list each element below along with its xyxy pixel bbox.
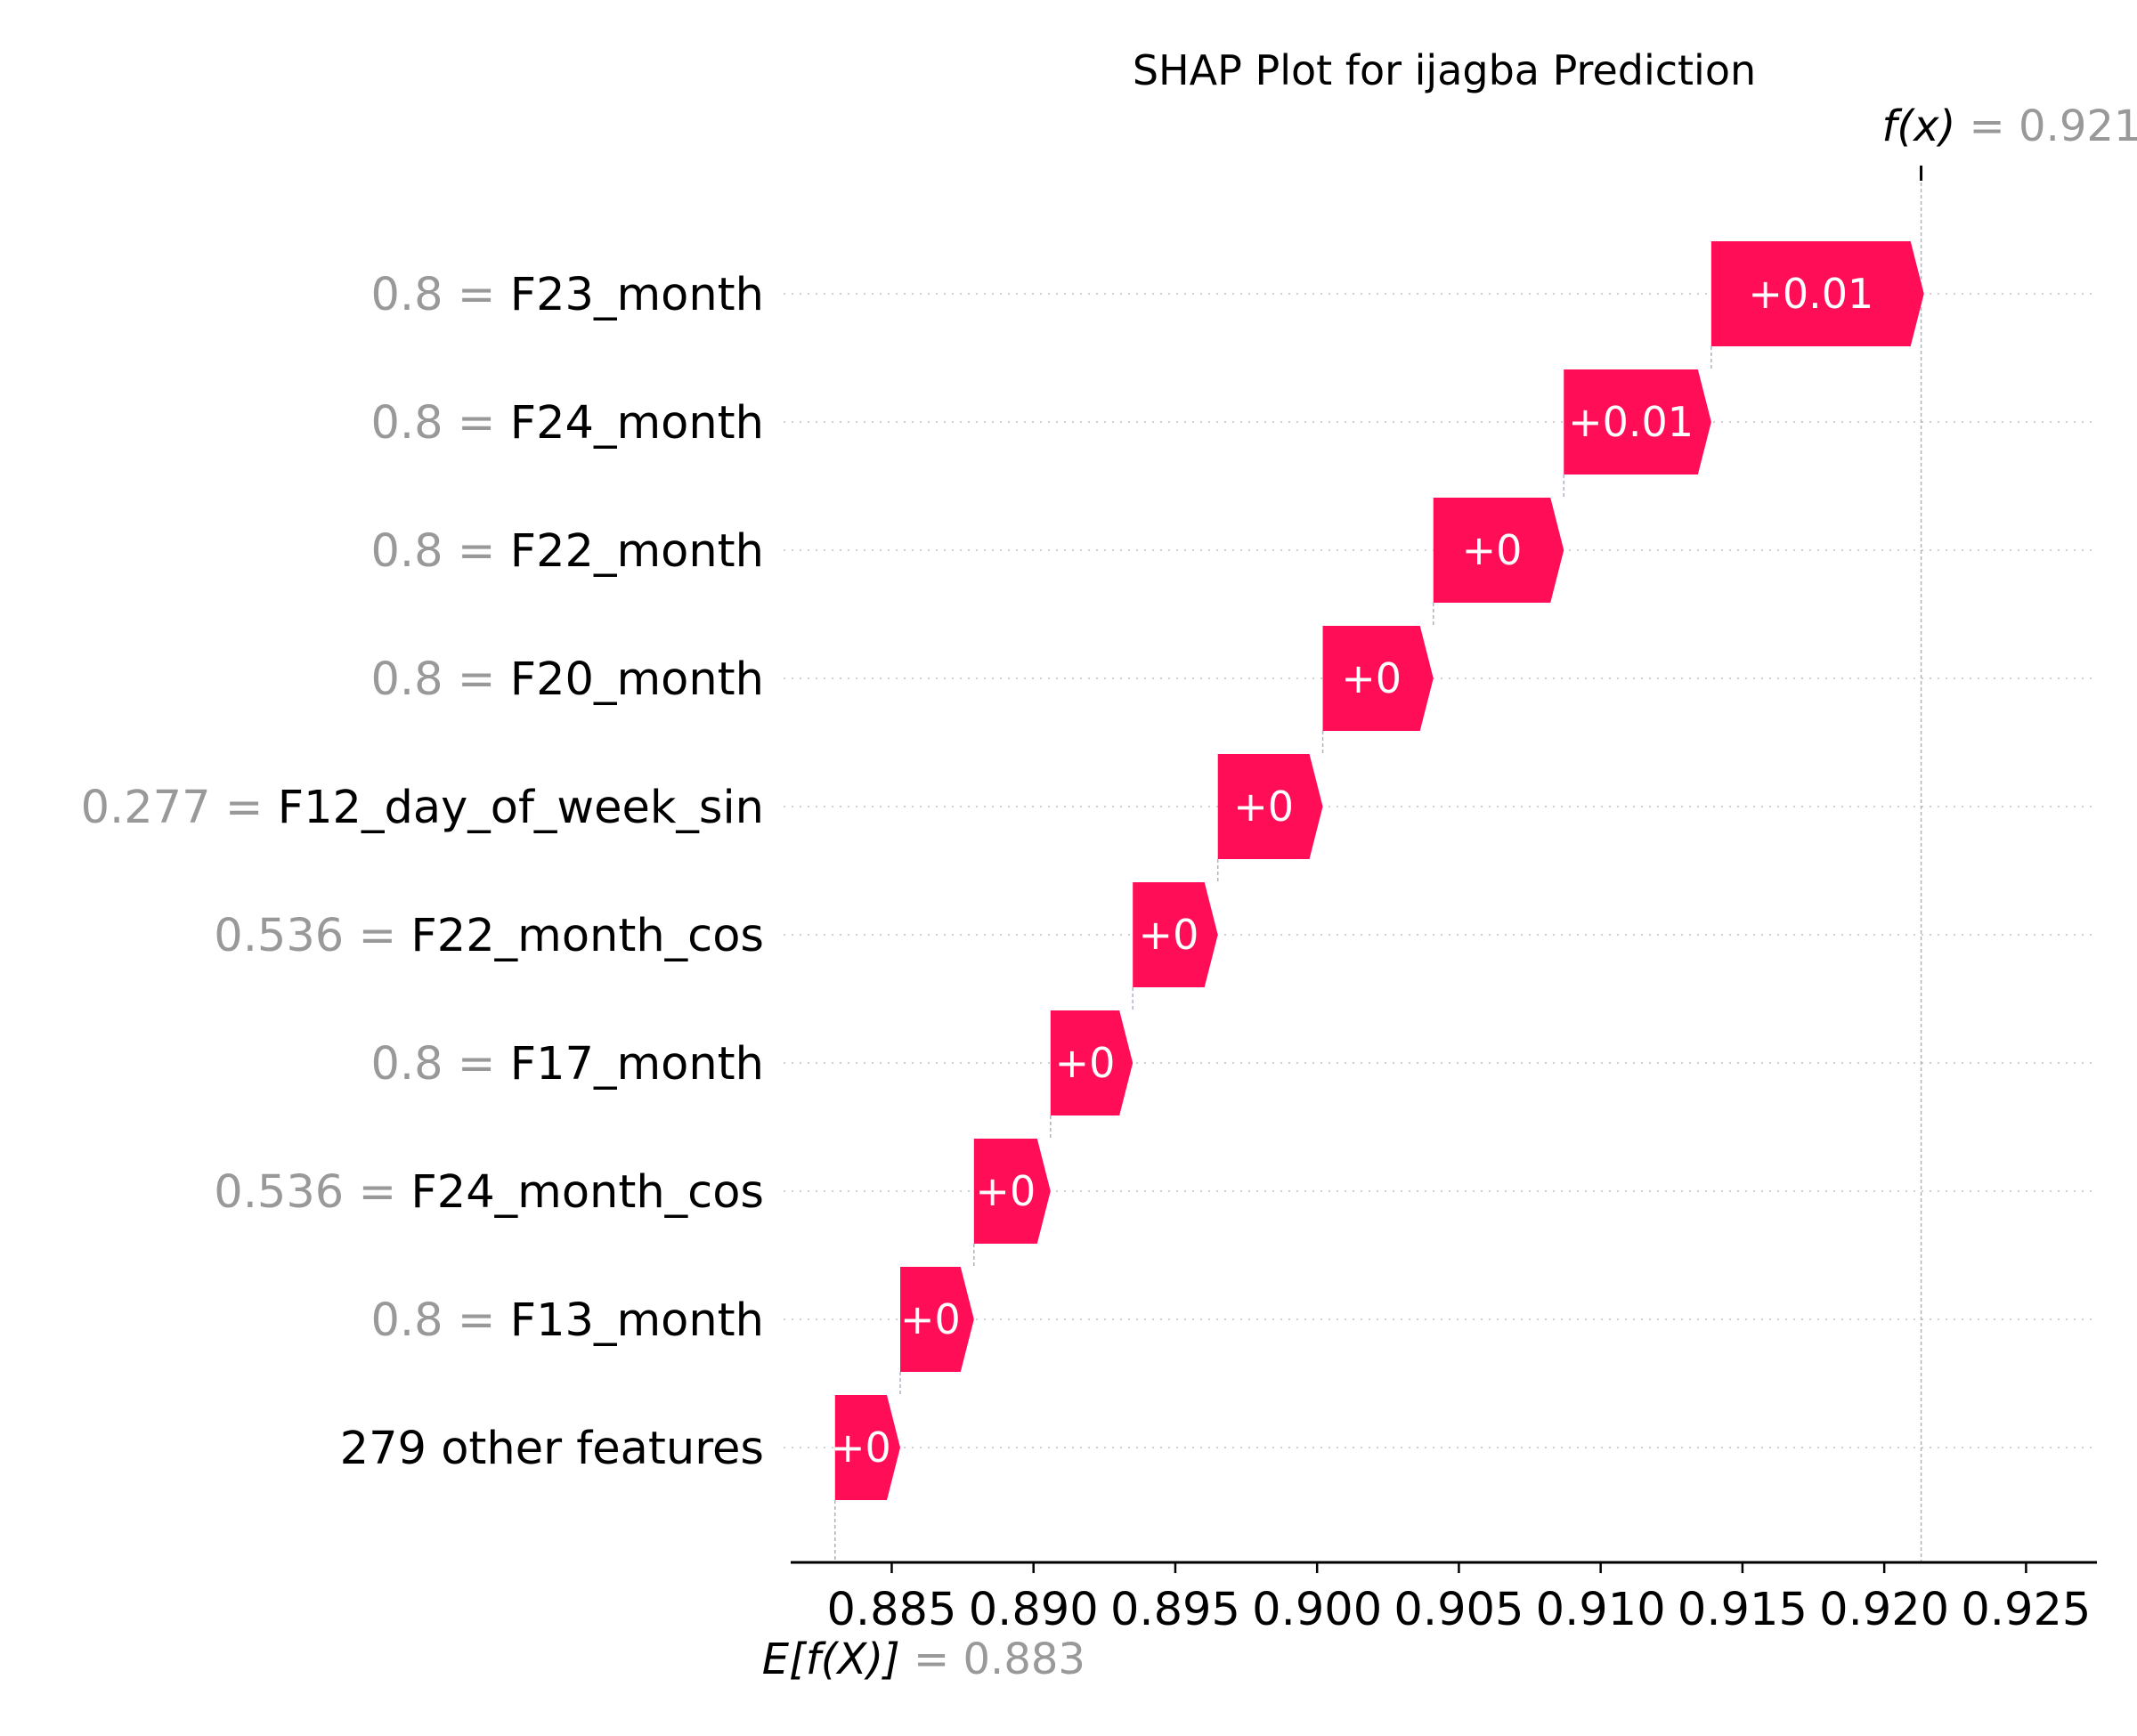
bar-value-label: +0.01 <box>1568 398 1694 446</box>
x-tick-label: 0.925 <box>1961 1584 2091 1636</box>
shap-bar <box>1133 882 1218 987</box>
bar-value-label: +0 <box>1139 911 1199 959</box>
output-value-annotation: f(x) = 0.921 <box>1882 101 2137 151</box>
bar-value-label: +0 <box>1233 783 1294 831</box>
x-tick-label: 0.920 <box>1819 1584 1949 1636</box>
x-tick-label: 0.910 <box>1536 1584 1666 1636</box>
x-tick-label: 0.915 <box>1678 1584 1808 1636</box>
x-axis: 0.885 0.890 0.895 0.900 0.905 0.910 0.915 0.920… <box>791 1561 2097 1636</box>
feature-labels: 0.8 = F23_month 0.8 = F24_month 0.8 = F22_… <box>81 269 764 1475</box>
feature-label: 279 other features <box>340 1423 764 1475</box>
feature-label: 0.8 = F20_month <box>370 653 764 706</box>
x-tick-label: 0.905 <box>1394 1584 1524 1636</box>
shap-bar <box>1564 369 1711 475</box>
bar-value-label: +0 <box>975 1167 1036 1215</box>
shap-bar <box>1710 241 1924 346</box>
feature-label: 0.8 = F17_month <box>370 1038 764 1091</box>
x-tick-label: 0.890 <box>969 1584 1099 1636</box>
shap-bar <box>973 1139 1051 1244</box>
connector-lines <box>834 183 1922 1562</box>
bar-value-label: +0 <box>1341 654 1402 702</box>
feature-label: 0.8 = F23_month <box>370 269 764 321</box>
bar-value-label: +0 <box>831 1424 891 1472</box>
feature-label: 0.8 = F13_month <box>370 1294 764 1347</box>
shap-bar <box>1433 498 1564 603</box>
base-value-annotation: E[f(X)] = 0.883 <box>762 1635 1085 1684</box>
bar-value-label: +0 <box>1055 1039 1116 1087</box>
shap-bar <box>1217 754 1323 859</box>
bar-value-label: +0.01 <box>1748 270 1873 318</box>
shap-bar <box>1322 626 1434 731</box>
feature-label: 0.8 = F24_month <box>370 397 764 450</box>
feature-label: 0.536 = F24_month_cos <box>214 1166 764 1219</box>
shap-bar <box>834 1395 901 1500</box>
shap-bar <box>1050 1010 1134 1115</box>
row-gridlines <box>784 293 2097 1448</box>
bars: +0.01 +0.01 +0 +0 +0 +0 +0 +0 +0 +0 <box>831 241 1924 1500</box>
annotations: E[f(X)] = 0.883 f(x) = 0.921 <box>762 101 2137 1684</box>
bar-value-label: +0 <box>900 1295 961 1343</box>
feature-label: 0.277 = F12_day_of_week_sin <box>81 782 764 834</box>
bar-value-label: +0 <box>1462 526 1523 574</box>
x-tick-label: 0.900 <box>1252 1584 1382 1636</box>
chart-title: SHAP Plot for ijagba Prediction <box>1133 46 1756 94</box>
shap-bar <box>900 1267 974 1372</box>
feature-label: 0.536 = F22_month_cos <box>214 910 764 962</box>
x-tick-label: 0.895 <box>1110 1584 1240 1636</box>
x-tick-label: 0.885 <box>826 1584 956 1636</box>
feature-label: 0.8 = F22_month <box>370 525 764 578</box>
